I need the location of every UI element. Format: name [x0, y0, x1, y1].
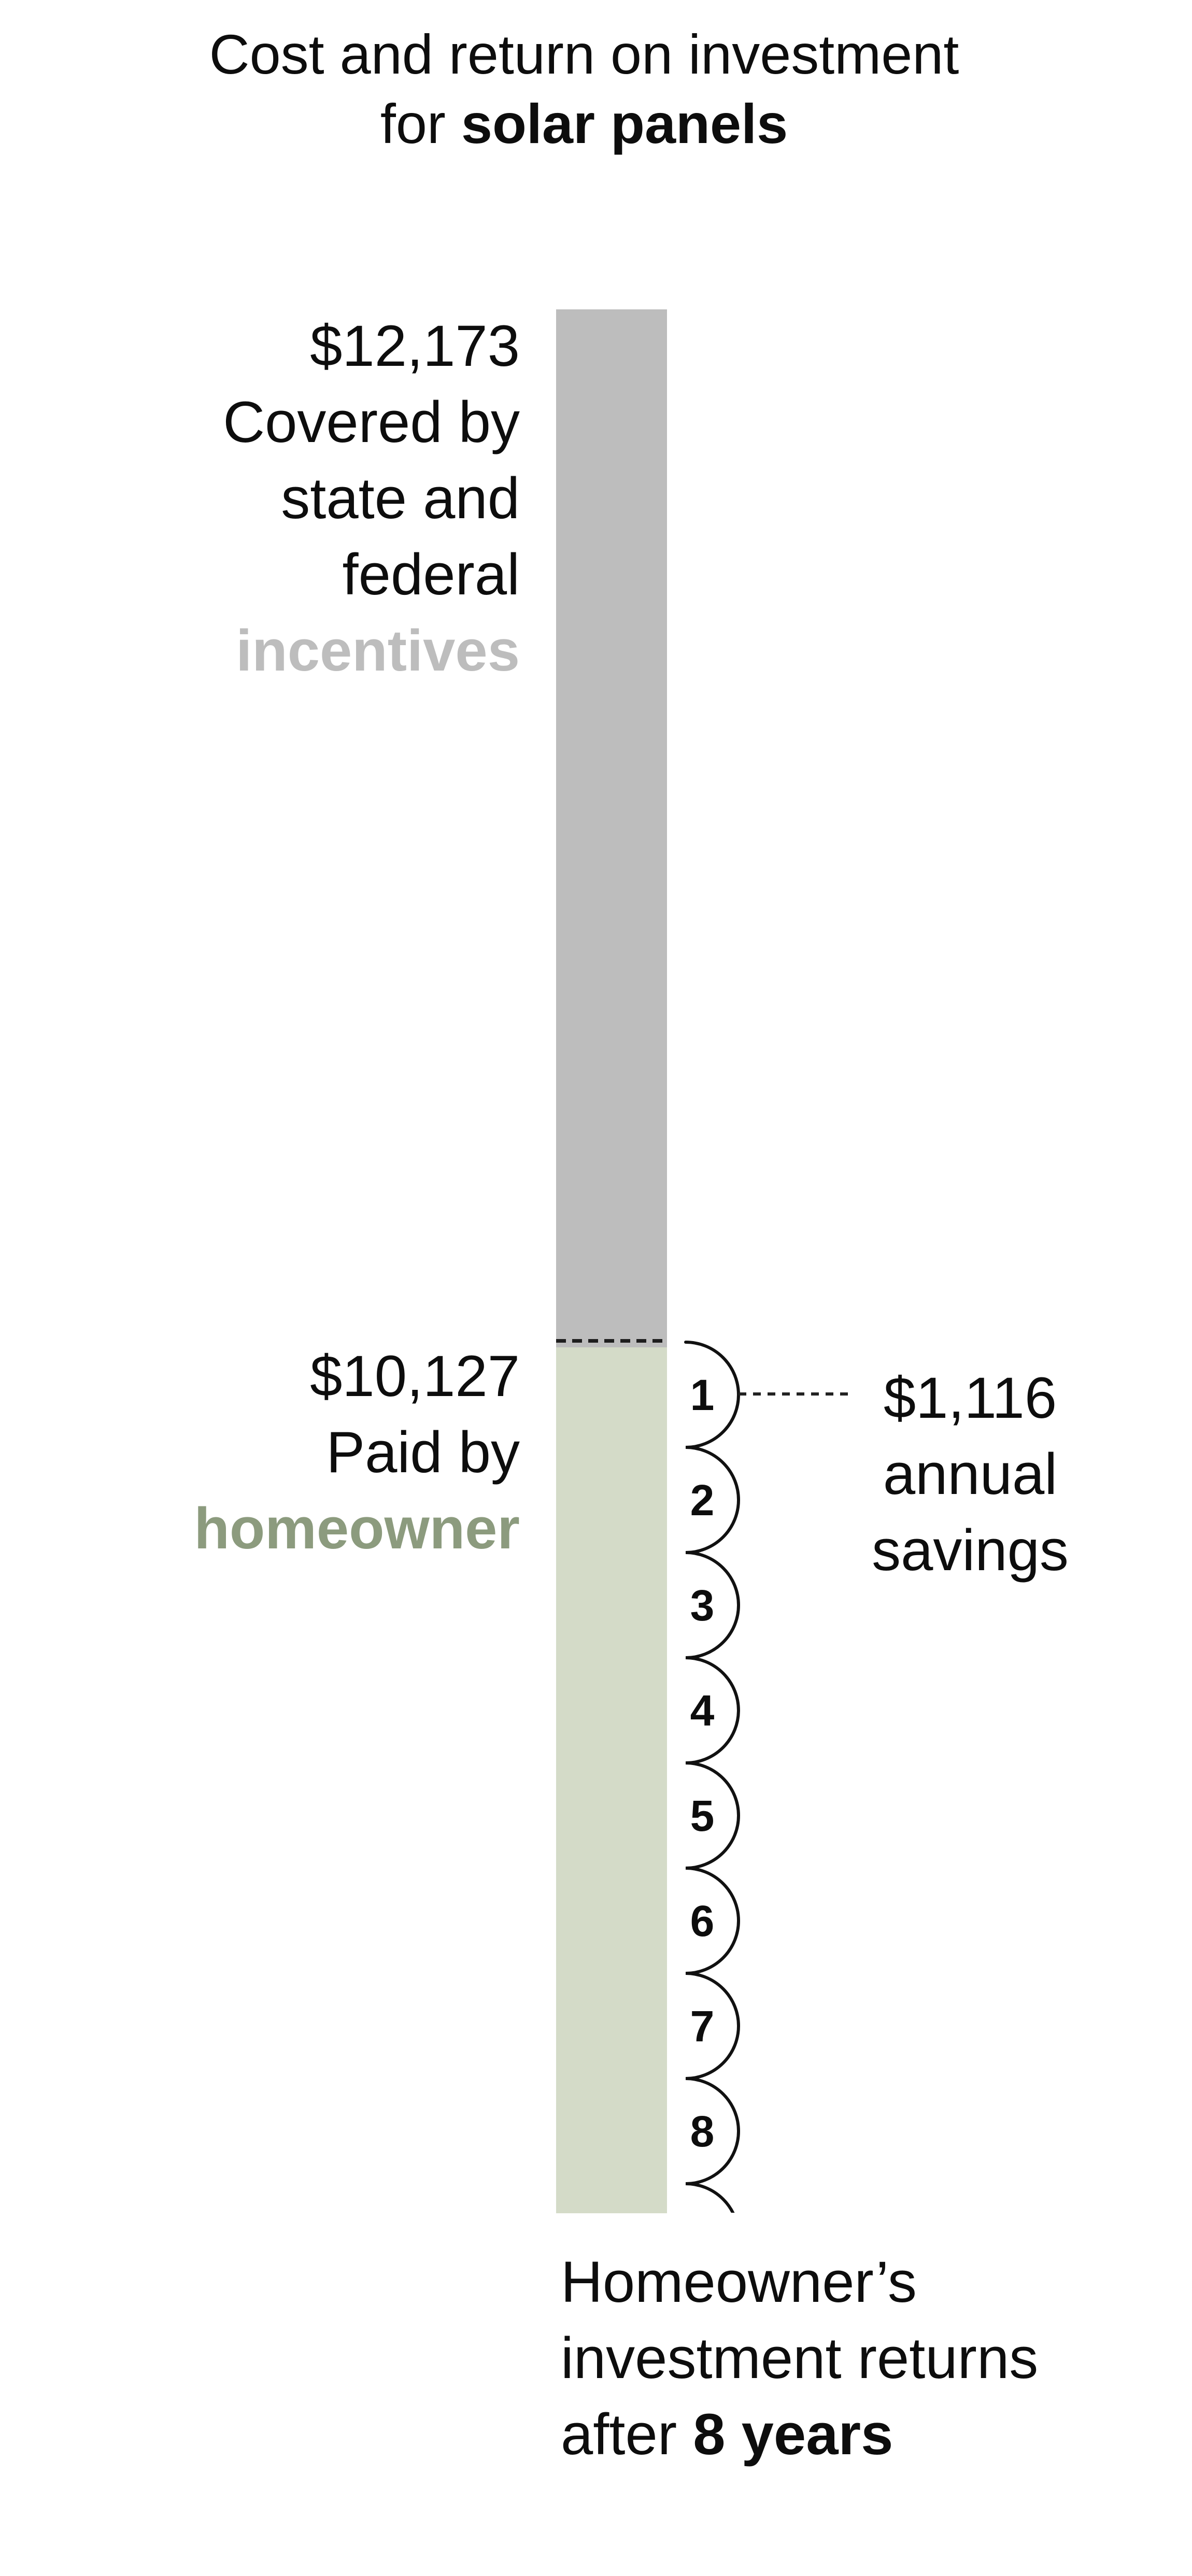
caption-line1: Homeowner’s — [561, 2250, 917, 2314]
incentives-amount: $12,173 — [310, 314, 520, 378]
chart-caption: Homeowner’s investment returns after 8 y… — [561, 2244, 1131, 2472]
homeowner-line2: Paid by — [326, 1420, 520, 1485]
chart-title-line2-bold: solar panels — [461, 92, 788, 155]
incentives-line4: federal — [342, 542, 520, 607]
savings-leader-line — [739, 1392, 852, 1396]
caption-line3-bold: 8 years — [693, 2402, 893, 2467]
caption-line3: after 8 years — [561, 2396, 1131, 2472]
incentives-line3: state and — [281, 466, 520, 531]
chart-title-line1: Cost and return on investment — [209, 23, 959, 86]
year-arcs — [684, 1341, 740, 2213]
chart-title-line2: for solar panels — [380, 92, 788, 155]
year-marker: 6 — [690, 1897, 715, 1945]
year-marker: 7 — [690, 2002, 715, 2051]
year-marker: 5 — [690, 1791, 715, 1840]
bar-segment-incentives — [556, 309, 667, 1347]
caption-line2: investment returns — [561, 2326, 1039, 2390]
caption-line3-prefix: after — [561, 2402, 693, 2467]
chart-title: Cost and return on investment for solar p… — [14, 20, 1154, 159]
savings-line2: annual — [883, 1442, 1058, 1506]
year-marker: 1 — [690, 1371, 715, 1419]
year-marker: 3 — [690, 1581, 715, 1630]
incentives-label: $12,173 Covered by state and federal inc… — [0, 308, 520, 689]
year-marker: 4 — [690, 1686, 715, 1735]
incentives-keyword: incentives — [236, 618, 520, 683]
savings-label: $1,116 annual savings — [860, 1360, 1080, 1588]
year-arcs-path — [684, 1341, 740, 2213]
year-marker: 2 — [690, 1476, 715, 1525]
year-marker: 8 — [690, 2107, 715, 2156]
homeowner-keyword: homeowner — [194, 1496, 520, 1561]
savings-line3: savings — [872, 1518, 1069, 1583]
incentives-line2: Covered by — [223, 390, 520, 454]
savings-amount: $1,116 — [883, 1365, 1057, 1430]
homeowner-label: $10,127 Paid by homeowner — [0, 1338, 520, 1567]
chart-title-line2-prefix: for — [380, 92, 461, 155]
segment-divider-dashed-line — [556, 1339, 667, 1343]
bar-segment-homeowner — [556, 1347, 667, 2213]
homeowner-amount: $10,127 — [310, 1344, 520, 1408]
